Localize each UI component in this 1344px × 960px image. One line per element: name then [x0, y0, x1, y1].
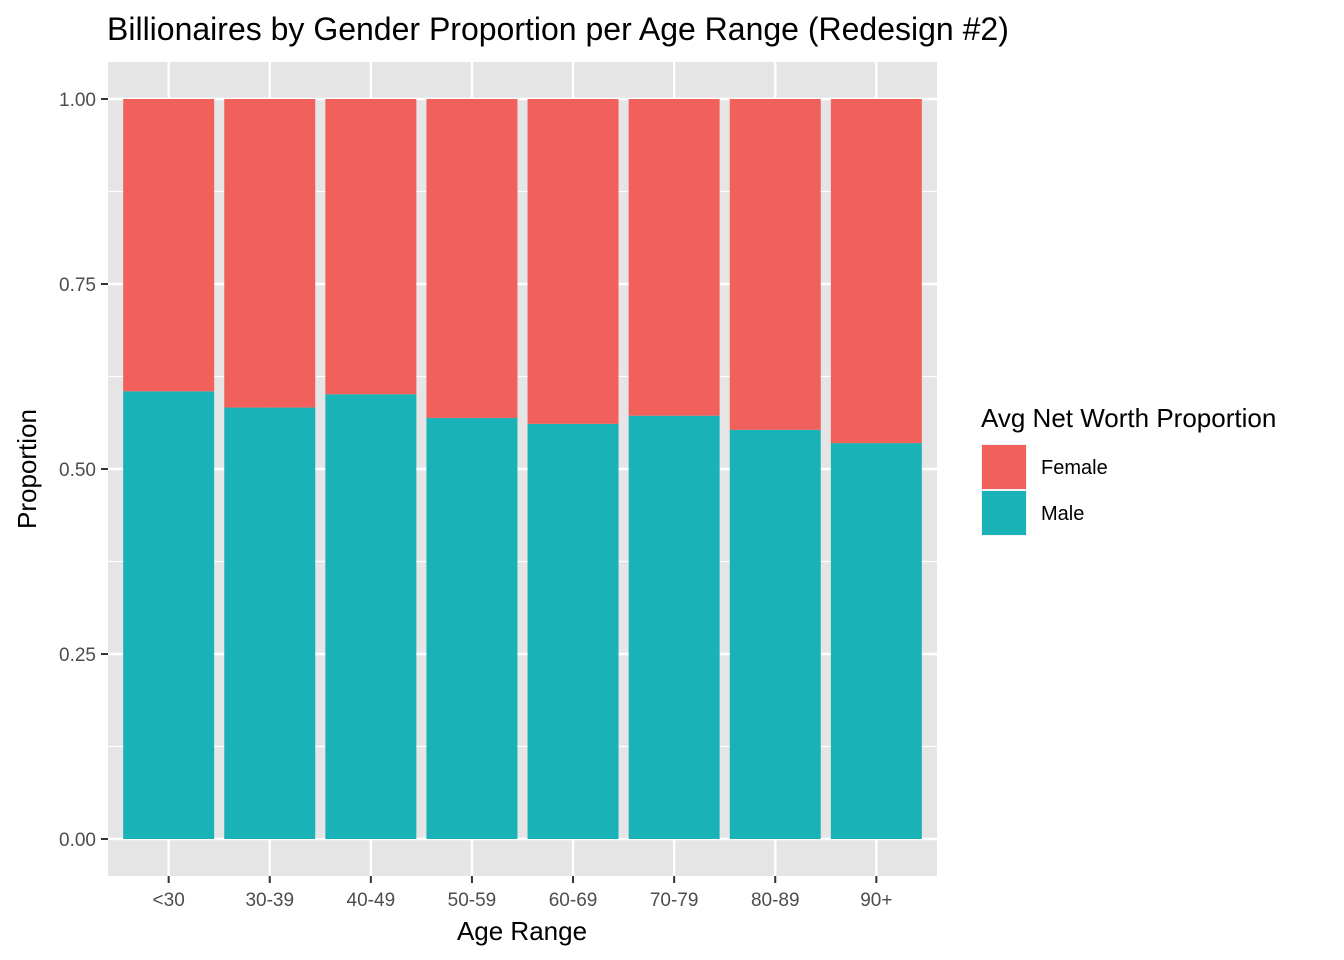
- x-axis-title: Age Range: [457, 916, 587, 946]
- legend-swatch: [982, 445, 1026, 489]
- x-tick-label: 30-39: [245, 890, 294, 911]
- bar-female: [527, 99, 619, 424]
- y-tick-label: 0.50: [59, 460, 96, 481]
- bar-male: [527, 423, 619, 839]
- legend-label: Male: [1041, 503, 1084, 525]
- legend-title: Avg Net Worth Proportion: [981, 403, 1276, 433]
- x-tick-label: 60-69: [549, 890, 598, 911]
- x-axis: <30 30-39 40-49 50-59 60-69 70-79 80-89 90+: [153, 876, 892, 911]
- bar-male: [325, 394, 417, 839]
- legend-swatch: [982, 491, 1026, 535]
- bar-female: [123, 99, 215, 392]
- y-axis: 0.00 0.25 0.50 0.75 1.00: [59, 90, 108, 851]
- bar-male: [729, 429, 821, 839]
- bar-female: [830, 99, 922, 444]
- y-tick-label: 1.00: [59, 90, 96, 111]
- bar-male: [628, 415, 720, 839]
- legend-label: Female: [1041, 457, 1108, 479]
- bar-female: [729, 99, 821, 430]
- y-tick-label: 0.75: [59, 275, 96, 296]
- bar-male: [123, 391, 215, 839]
- y-axis-title: Proportion: [12, 409, 42, 529]
- x-tick-label: 80-89: [751, 890, 800, 911]
- x-tick-label: 90+: [860, 890, 892, 911]
- bar-male: [426, 417, 518, 839]
- y-tick-label: 0.00: [59, 830, 96, 851]
- bar-female: [224, 99, 316, 408]
- x-tick-label: 40-49: [347, 890, 396, 911]
- bar-female: [628, 99, 720, 416]
- bar-male: [224, 407, 316, 839]
- chart-title: Billionaires by Gender Proportion per Ag…: [107, 11, 1009, 47]
- bar-female: [426, 99, 518, 418]
- x-tick-label: 70-79: [650, 890, 699, 911]
- legend: Avg Net Worth Proportion Female Male: [981, 403, 1276, 536]
- bar-male: [830, 443, 922, 839]
- bar-group: [123, 99, 922, 839]
- bar-female: [325, 99, 417, 395]
- y-tick-label: 0.25: [59, 645, 96, 666]
- x-tick-label: <30: [153, 890, 185, 911]
- x-tick-label: 50-59: [448, 890, 497, 911]
